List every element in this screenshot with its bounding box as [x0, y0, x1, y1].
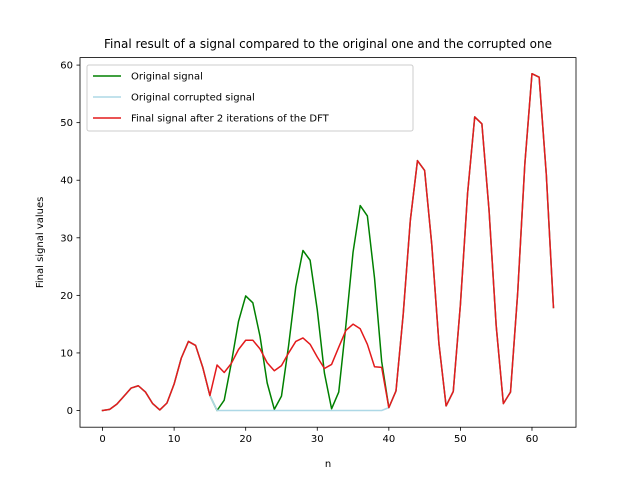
x-tick-label: 50 [454, 434, 467, 445]
legend-label-1: Original signal [131, 72, 203, 83]
x-axis-label: n [325, 459, 331, 470]
legend-box [86, 64, 414, 132]
x-tick-label: 0 [99, 434, 105, 445]
y-tick-label: 60 [60, 61, 73, 72]
series-line-3 [101, 72, 555, 412]
axes-frame [79, 57, 577, 428]
x-tick-label: 10 [168, 434, 181, 445]
y-tick-label: 0 [67, 406, 73, 417]
x-tick-label: 30 [311, 434, 324, 445]
plot-area [101, 72, 555, 412]
x-tick-label: 20 [239, 434, 252, 445]
y-tick-label: 10 [60, 348, 73, 359]
axis-ticks: 0 10 20 30 40 50 60 0 10 20 30 40 50 60 [60, 61, 538, 446]
y-tick-label: 50 [60, 118, 73, 129]
y-tick-label: 30 [60, 233, 73, 244]
y-axis-label: Final signal values [35, 197, 46, 289]
x-tick-label: 60 [526, 434, 539, 445]
x-tick-label: 40 [382, 434, 395, 445]
y-tick-label: 40 [60, 176, 73, 187]
y-tick-label: 20 [60, 291, 73, 302]
legend-label-3: Final signal after 2 iterations of the D… [131, 114, 330, 125]
chart-title: Final result of a signal compared to the… [104, 37, 552, 51]
legend-label-2: Original corrupted signal [131, 93, 255, 104]
legend: Original signal Original corrupted signal… [86, 64, 414, 132]
